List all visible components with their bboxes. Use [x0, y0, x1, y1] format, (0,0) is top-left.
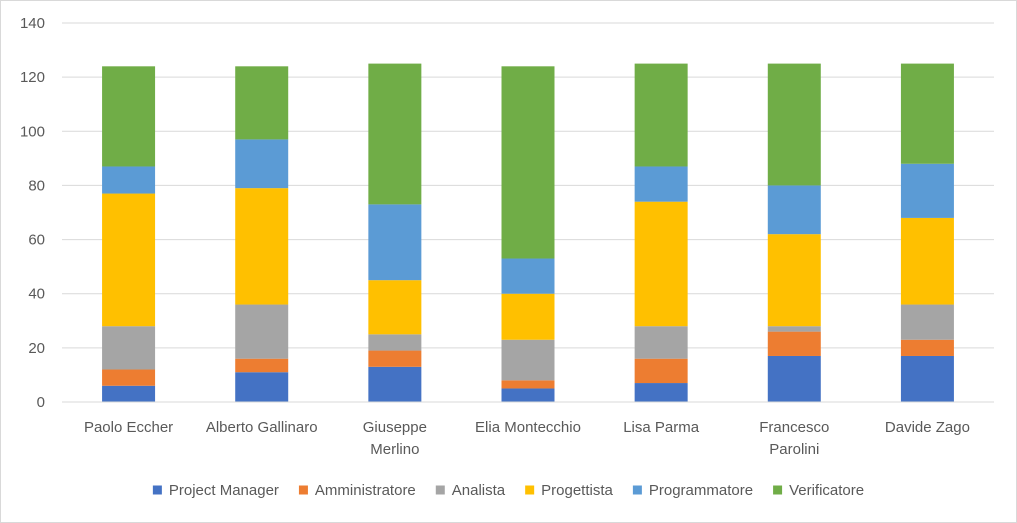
x-tick-label: Lisa Parma — [623, 419, 700, 436]
bar-segment — [102, 66, 156, 167]
bar-segment — [235, 188, 289, 305]
x-tick-label-line: Elia Montecchio — [475, 419, 581, 436]
x-tick-label-line: Lisa Parma — [623, 419, 700, 436]
bar-segment — [900, 355, 954, 402]
legend-item: Analista — [435, 482, 506, 499]
legend-item: Project Manager — [152, 482, 279, 499]
bar-segment — [501, 380, 555, 389]
bar-segment — [235, 372, 289, 402]
bar-segment — [767, 355, 821, 402]
x-tick-label: Francesco Parolini — [759, 419, 829, 458]
legend-swatch — [773, 485, 783, 495]
bar-segment — [634, 166, 688, 202]
bar-segment — [368, 334, 422, 351]
bar-segment — [900, 339, 954, 356]
y-tick-label: 120 — [20, 69, 45, 86]
bar-segment — [368, 204, 422, 281]
legend-label: Verificatore — [789, 482, 864, 499]
bar-segment — [102, 385, 156, 402]
legend-swatch — [525, 485, 535, 495]
bar-segment — [634, 63, 688, 167]
bar-segment — [235, 304, 289, 359]
x-tick-label-line: Parolini — [769, 441, 819, 458]
bars — [102, 63, 954, 402]
x-tick-label-line: Giuseppe — [363, 419, 427, 436]
y-tick-label: 100 — [20, 123, 45, 140]
x-tick-labels: Paolo Eccher Alberto Gallinaro Giuseppe Mer… — [84, 419, 970, 458]
bar-segment — [634, 358, 688, 384]
bar-segment — [767, 331, 821, 356]
bar-segment — [501, 293, 555, 340]
bar-segment — [634, 383, 688, 402]
legend-label: Amministratore — [315, 482, 416, 499]
x-tick-label-line: Alberto Gallinaro — [206, 419, 318, 436]
bar-segment — [235, 66, 289, 140]
legend: Project Manager Amministratore Analista Pro… — [152, 482, 864, 499]
bar-segment — [368, 63, 422, 205]
legend-label: Programmatore — [649, 482, 753, 499]
bar-segment — [368, 280, 422, 335]
x-tick-label-line: Davide Zago — [885, 419, 970, 436]
bar-segment — [102, 193, 156, 327]
bar-segment — [767, 326, 821, 332]
y-tick-label: 60 — [28, 232, 45, 249]
x-tick-label: Davide Zago — [885, 419, 970, 436]
bar-segment — [501, 66, 555, 259]
bar-segment — [900, 304, 954, 340]
x-tick-label: Elia Montecchio — [475, 419, 581, 436]
legend-item: Amministratore — [298, 482, 416, 499]
bar-segment — [368, 350, 422, 367]
x-tick-label-line: Merlino — [370, 441, 419, 458]
y-tick-label: 80 — [28, 177, 45, 194]
legend-label: Project Manager — [169, 482, 279, 499]
legend-item: Programmatore — [632, 482, 753, 499]
legend-label: Analista — [452, 482, 506, 499]
bar-segment — [767, 185, 821, 235]
bar-segment — [368, 366, 422, 402]
bar-segment — [501, 339, 555, 381]
bar-segment — [900, 217, 954, 305]
bar-segment — [235, 358, 289, 373]
bar-segment — [634, 201, 688, 327]
x-tick-label: Paolo Eccher — [84, 419, 173, 436]
legend-item: Verificatore — [773, 482, 864, 499]
bar-segment — [767, 234, 821, 327]
x-tick-label: Giuseppe Merlino — [363, 419, 427, 458]
bar-segment — [102, 369, 156, 386]
bar-segment — [900, 63, 954, 164]
y-tick-label: 20 — [28, 340, 45, 357]
bar-segment — [501, 388, 555, 402]
bar-segment — [900, 163, 954, 218]
bar-segment — [235, 139, 289, 189]
bar-segment — [102, 326, 156, 370]
legend-swatch — [152, 485, 162, 495]
legend-item: Progettista — [525, 482, 614, 499]
y-tick-label: 140 — [20, 15, 45, 32]
bar-segment — [634, 326, 688, 359]
bar-segment — [102, 166, 156, 194]
y-tick-label: 0 — [37, 394, 45, 411]
x-tick-label-line: Paolo Eccher — [84, 419, 173, 436]
legend-swatch — [632, 485, 642, 495]
y-tick-labels: 0 20 40 60 80 100 120 140 — [20, 15, 45, 411]
legend-label: Progettista — [541, 482, 613, 499]
x-tick-label-line: Francesco — [759, 419, 829, 436]
y-tick-label: 40 — [28, 286, 45, 303]
bar-segment — [501, 258, 555, 294]
x-tick-label: Alberto Gallinaro — [206, 419, 318, 436]
legend-swatch — [298, 485, 308, 495]
bar-segment — [767, 63, 821, 186]
legend-swatch — [435, 485, 445, 495]
